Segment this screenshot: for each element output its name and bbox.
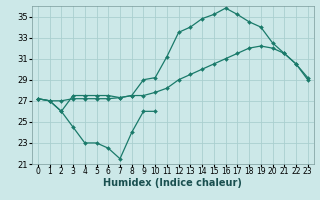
X-axis label: Humidex (Indice chaleur): Humidex (Indice chaleur) (103, 178, 242, 188)
